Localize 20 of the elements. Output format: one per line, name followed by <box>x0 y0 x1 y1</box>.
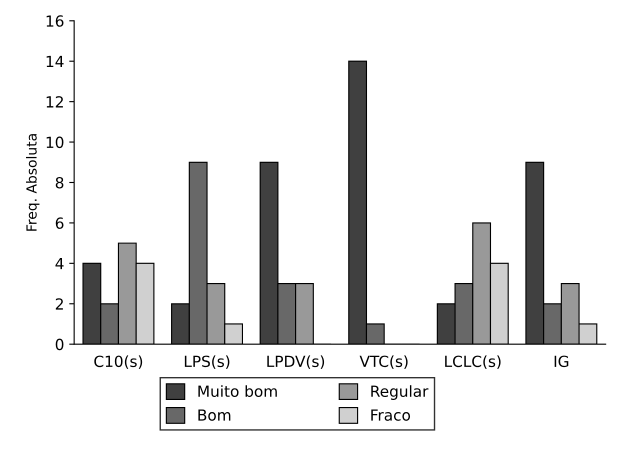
x-tick-label: VTC(s) <box>360 355 408 369</box>
y-tick-label: 12 <box>46 96 63 108</box>
y-tick-label: 2 <box>56 298 63 310</box>
y-axis-title: Freq. Absoluta <box>26 134 40 231</box>
y-tick-label: 10 <box>46 136 64 148</box>
y-tick-label: 8 <box>56 176 64 189</box>
legend-label: Regular <box>371 385 428 400</box>
x-tick-label: C10(s) <box>94 355 142 369</box>
y-tick-label: 6 <box>56 217 64 229</box>
legend-label: Fraco <box>371 409 410 421</box>
y-tick-label: 4 <box>55 258 64 270</box>
legend-label: Bom <box>198 409 230 421</box>
x-tick-label: LPDV(s) <box>267 355 324 369</box>
x-tick-label: LCLC(s) <box>445 355 501 369</box>
legend-label: Muito bom <box>198 385 277 398</box>
y-tick-label: 0 <box>56 338 64 350</box>
x-tick-label: LPS(s) <box>184 355 230 369</box>
x-tick-label: IG <box>554 356 568 368</box>
y-tick-label: 14 <box>46 56 64 68</box>
y-tick-label: 16 <box>46 15 64 27</box>
